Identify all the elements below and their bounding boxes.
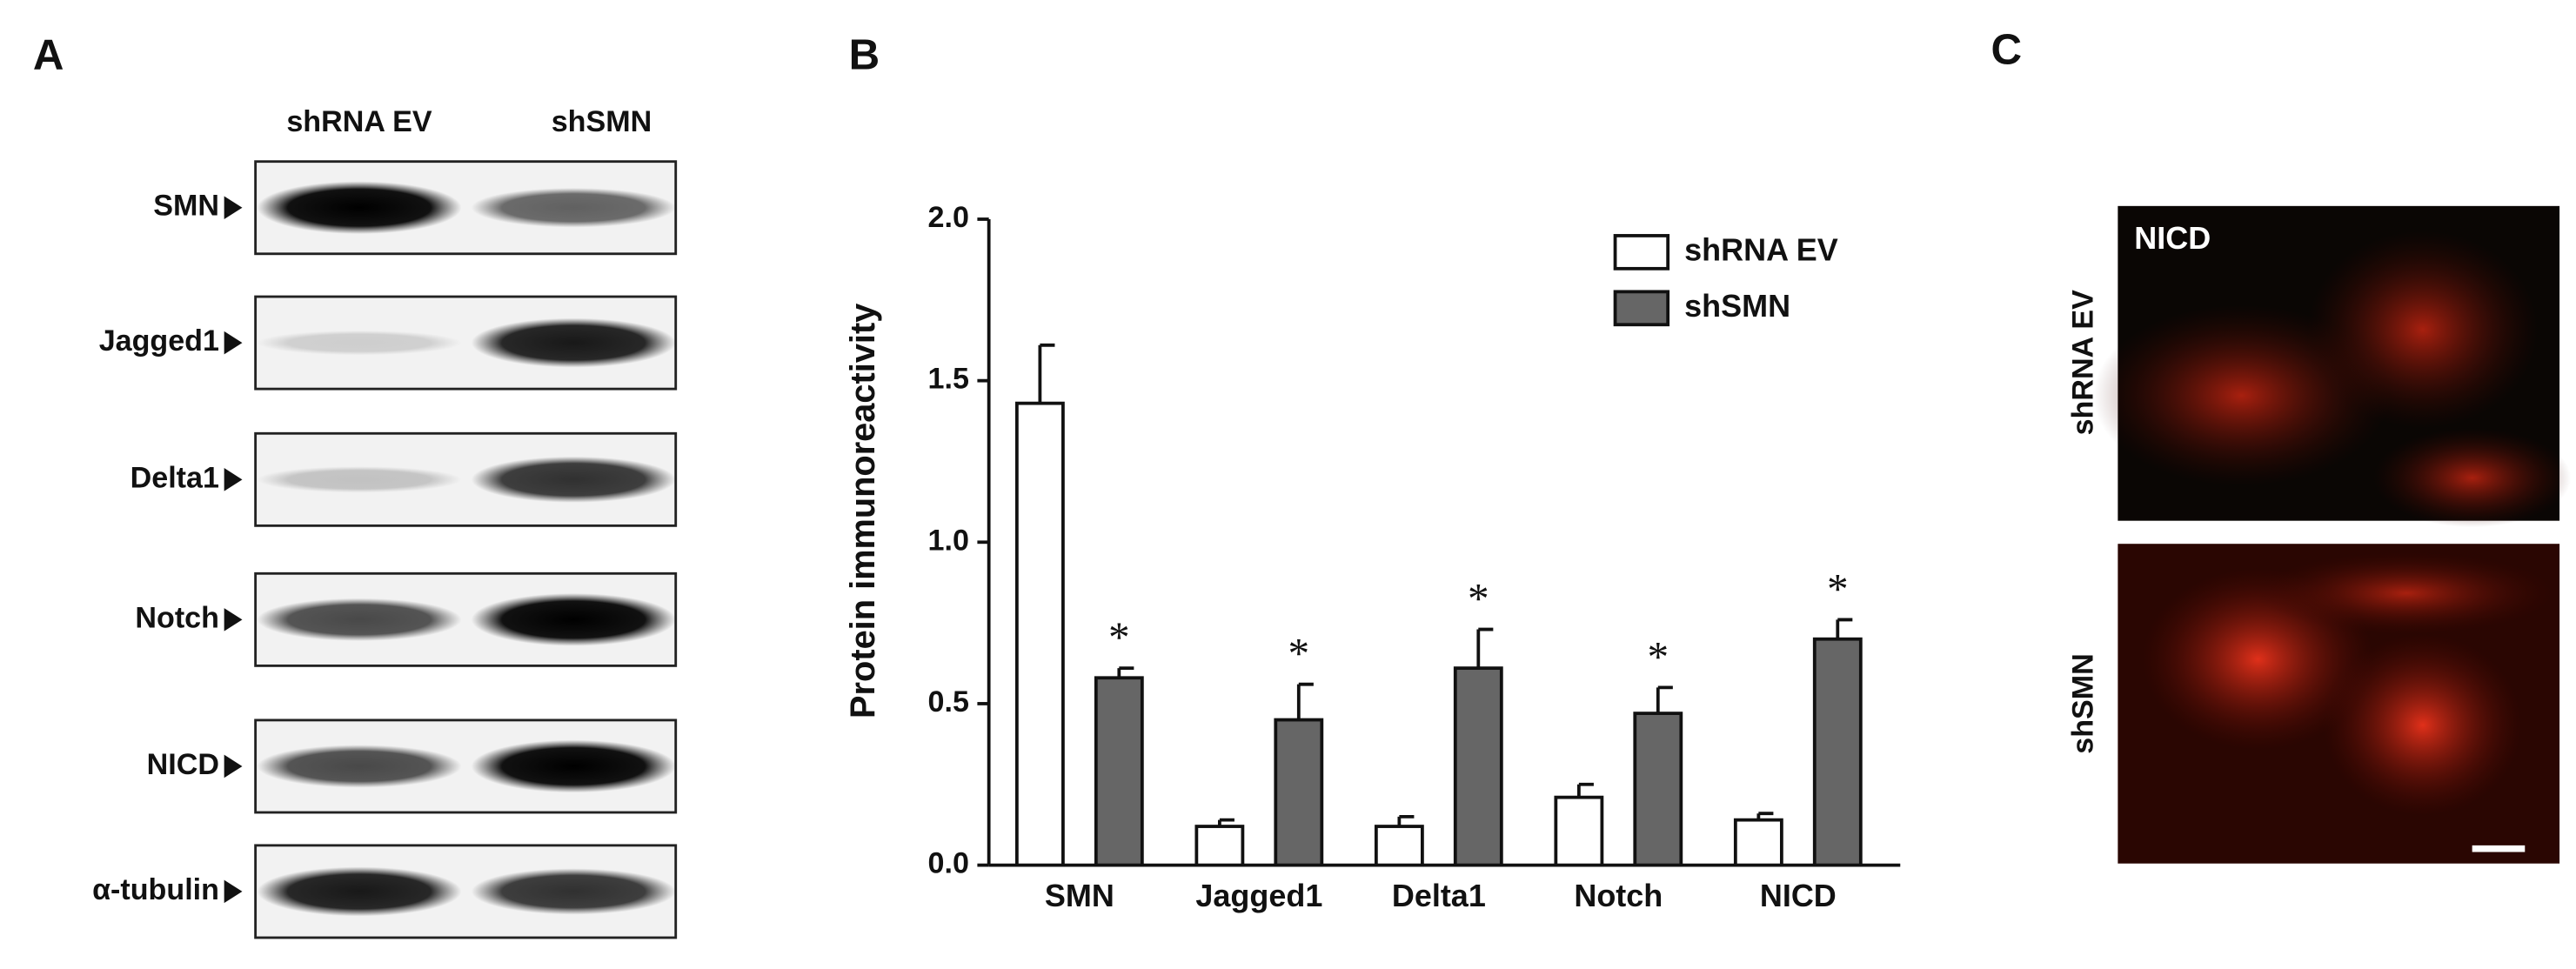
x-tick-label: Jagged1 [1195, 878, 1322, 913]
row-label: SMN [153, 190, 219, 223]
error-bar [1038, 343, 1055, 404]
legend-label: shRNA EV [1684, 231, 1838, 267]
row-label: α-tubulin [92, 873, 219, 906]
band [257, 181, 462, 235]
significance: * [1468, 575, 1489, 623]
panel-label: C [1991, 26, 2022, 74]
bar [1274, 718, 1324, 867]
bar [1633, 712, 1683, 867]
row-label: Notch [135, 601, 219, 634]
row-label: shSMN [2066, 653, 2099, 754]
legend-swatch [1613, 234, 1670, 271]
arrow [224, 608, 243, 632]
lane-label: shRNA EV [286, 105, 432, 138]
bar [1554, 795, 1604, 867]
error-bar [1576, 782, 1594, 798]
arrow [224, 754, 243, 779]
x-tick-label: NICD [1760, 878, 1837, 913]
cell [2324, 634, 2522, 816]
bar [1812, 637, 1863, 867]
cell [2307, 231, 2539, 429]
band [471, 868, 676, 915]
significance: * [1827, 565, 1849, 612]
legend-label: shSMN [1684, 288, 1790, 324]
arrow [224, 196, 243, 219]
bar [1453, 666, 1503, 867]
significance: * [1647, 632, 1669, 680]
band [257, 330, 462, 356]
y-tick-label: 1.5 [928, 363, 969, 396]
stain-label: NICD [2134, 220, 2211, 256]
error-bar [1296, 682, 1314, 720]
row-label: NICD [147, 748, 219, 781]
cell [2372, 428, 2572, 528]
band [471, 739, 676, 793]
lane-label: shSMN [552, 105, 652, 138]
panel-label: B [849, 30, 880, 78]
error-bar [1656, 685, 1673, 714]
significance: * [1108, 613, 1130, 661]
row-label: Jagged1 [99, 324, 219, 358]
y-axis-label: Protein immunoreactivity [844, 304, 882, 718]
bar [1733, 818, 1783, 867]
band [471, 317, 676, 368]
arrow [224, 468, 243, 491]
arrow [224, 331, 243, 355]
legend-swatch [1613, 290, 1670, 327]
y-tick-label: 0.5 [928, 685, 969, 718]
row-label: Delta1 [130, 461, 219, 494]
micrographs: NICD shRNA EV shSMN [2066, 205, 2572, 864]
bar [1094, 676, 1144, 867]
band [471, 188, 676, 228]
bar [1194, 825, 1245, 867]
band [257, 598, 462, 641]
x-tick-label: Notch [1574, 878, 1663, 913]
y-tick-label: 1.0 [928, 524, 969, 557]
row-label: shRNA EV [2066, 290, 2099, 436]
error-bar [1836, 618, 1853, 639]
arrow [224, 879, 243, 904]
band [257, 866, 462, 917]
y-tick-label: 0.0 [928, 847, 969, 880]
band [471, 456, 676, 503]
error-bar [1476, 627, 1494, 669]
y-tick-label: 2.0 [928, 201, 969, 234]
bar [1014, 401, 1065, 867]
panel-label: A [33, 30, 64, 78]
bar [1374, 825, 1424, 867]
band [471, 593, 676, 646]
significance: * [1288, 630, 1310, 678]
x-tick-label: Delta1 [1392, 878, 1486, 913]
band [257, 745, 462, 788]
band [257, 466, 462, 493]
cell [2258, 551, 2555, 635]
x-tick-label: SMN [1045, 878, 1114, 913]
